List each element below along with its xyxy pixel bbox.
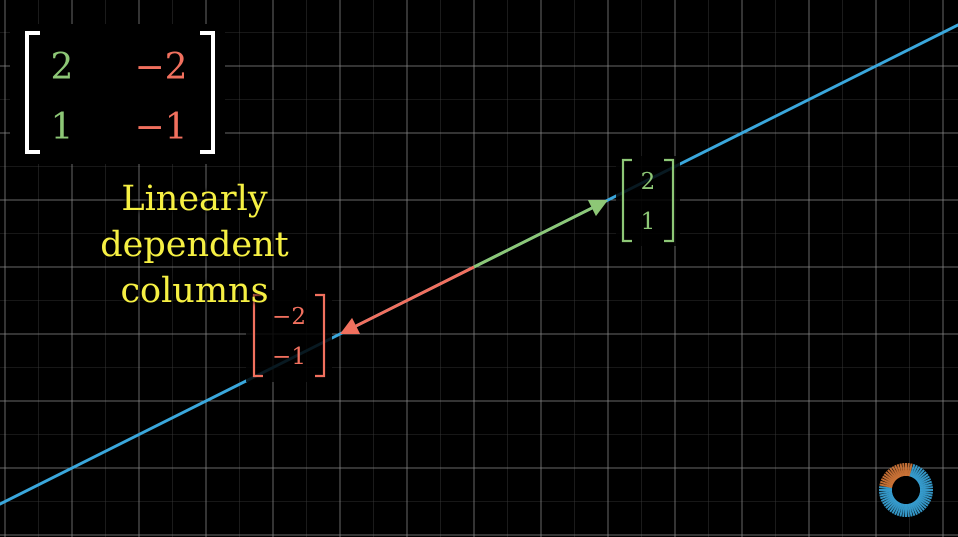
matrix-cell-r2c2: −1: [134, 107, 187, 148]
vector-b-label: −2 −1: [246, 290, 332, 382]
matrix-left-bracket: [25, 31, 40, 154]
vector-a-label: 2 1: [616, 156, 680, 246]
vector-b-shaft: [355, 265, 475, 328]
vector-a-arrowhead: [587, 200, 608, 217]
matrix-panel: 2 −2 1 −1: [10, 24, 225, 164]
caption: Linearly dependent columns: [22, 176, 367, 314]
caption-line-1: Linearly dependent: [100, 179, 289, 265]
vector-b-brackets: [252, 293, 326, 378]
vector-b-x: −2: [272, 304, 306, 330]
vector-a-y: 1: [641, 209, 656, 235]
matrix-display: 2 −2 1 −1: [25, 31, 215, 154]
loading-spinner-icon: [879, 463, 933, 517]
vector-b-arrowhead: [340, 317, 361, 334]
caption-line-2: columns: [120, 271, 269, 311]
matrix-cell-r2c1: 1: [51, 107, 74, 148]
vector-a-brackets: [621, 158, 675, 243]
matrix-cell-r1c2: −2: [134, 47, 187, 88]
vector-b-y: −1: [272, 344, 306, 370]
vector-a-x: 2: [641, 169, 656, 195]
vector-a-shaft: [473, 206, 593, 269]
matrix-cell-r1c1: 2: [51, 47, 74, 88]
matrix-right-bracket: [200, 31, 215, 154]
